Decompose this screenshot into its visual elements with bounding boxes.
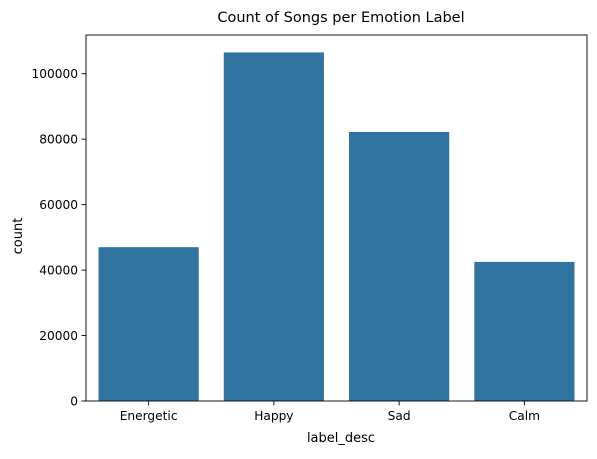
bar-happy — [223, 52, 324, 402]
bars-layer — [98, 52, 575, 402]
axes-layer: Energetic Happy Sad Calm 0 20000 40000 60000 800… — [31, 34, 588, 423]
y-tick-label: 0 — [70, 394, 78, 408]
y-tick-label: 40000 — [39, 263, 78, 277]
y-axis-label: count — [11, 218, 26, 255]
x-tick-label-happy: Happy — [254, 409, 293, 423]
bar-sad — [349, 131, 450, 401]
y-tick-label: 20000 — [39, 329, 78, 343]
y-tick-label: 60000 — [39, 198, 78, 212]
x-tick-label-energetic: Energetic — [120, 409, 178, 423]
x-axis-label: label_desc — [307, 431, 375, 446]
y-tick-label: 80000 — [39, 132, 78, 146]
plot-frame — [85, 34, 588, 402]
bar-energetic — [98, 247, 199, 401]
y-tick-label: 100000 — [31, 67, 78, 81]
x-tick-label-calm: Calm — [509, 409, 540, 423]
bar-calm — [474, 261, 575, 401]
x-tick-label-sad: Sad — [388, 409, 411, 423]
chart-title: Count of Songs per Emotion Label — [217, 10, 464, 26]
